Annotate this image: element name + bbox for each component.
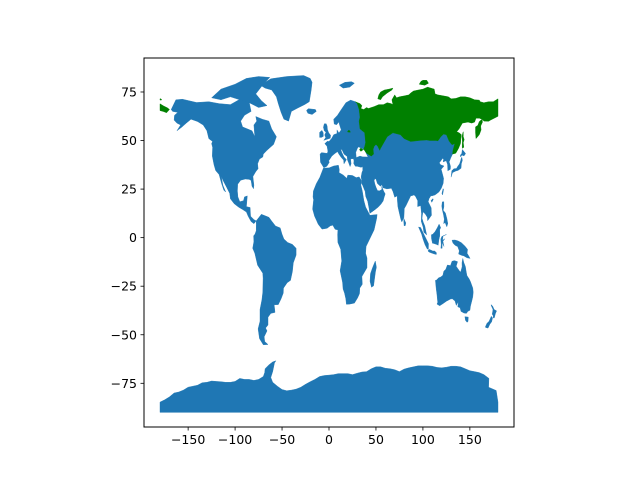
- region-sakhalin: [461, 131, 465, 149]
- region-hainan: [430, 198, 434, 203]
- y-tick-label: −75: [111, 376, 137, 391]
- region-sumatra: [418, 226, 429, 250]
- region-borneo: [431, 223, 441, 246]
- x-tick-label: 150: [458, 432, 482, 447]
- region-new-zealand-north: [490, 304, 497, 319]
- region-madagascar: [369, 260, 377, 288]
- x-tick-label: −100: [218, 432, 252, 447]
- region-svalbard: [339, 81, 355, 89]
- x-tick-label: −150: [171, 432, 205, 447]
- y-tick-label: 50: [121, 133, 137, 148]
- region-kaliningrad: [347, 129, 351, 133]
- region-ireland: [319, 130, 324, 138]
- region-taiwan: [441, 188, 444, 196]
- region-sri-lanka: [403, 218, 406, 227]
- region-new-zealand-south: [485, 316, 493, 329]
- region-hokkaido: [460, 149, 466, 158]
- x-tick-label: −50: [269, 432, 295, 447]
- region-japan: [450, 156, 463, 178]
- region-greenland: [260, 75, 313, 122]
- x-tick-label: 100: [411, 432, 435, 447]
- region-java: [427, 249, 437, 255]
- region-arabian-peninsula-channel: [369, 208, 376, 214]
- region-wrangel-island: [159, 98, 163, 101]
- region-iceland: [306, 108, 317, 115]
- region-philippines: [441, 201, 448, 228]
- y-tick-label: −25: [111, 279, 137, 294]
- region-chukotka-peninsula: [159, 103, 170, 114]
- region-crimea: [359, 147, 364, 152]
- y-tick-label: −50: [111, 327, 137, 342]
- region-tasmania: [464, 316, 469, 323]
- region-new-guinea: [451, 239, 471, 259]
- map-regions: [159, 75, 499, 413]
- x-tick-label: 50: [368, 432, 384, 447]
- region-africa: [312, 164, 378, 305]
- region-great-britain: [323, 123, 331, 141]
- region-severnaya-zemlya: [419, 80, 429, 86]
- y-tick-label: 25: [121, 182, 137, 197]
- region-north-america: [170, 98, 277, 224]
- x-tick-label: 0: [325, 432, 333, 447]
- region-australia: [435, 258, 474, 314]
- region-south-america: [252, 214, 297, 345]
- region-antarctica: [159, 360, 499, 413]
- y-tick-label: 0: [129, 230, 137, 245]
- y-tick-label: 75: [121, 84, 137, 99]
- region-sulawesi: [440, 234, 447, 249]
- region-russia: [355, 86, 499, 157]
- y-axis: 75 50 25 0 −25 −50 −75: [111, 84, 144, 391]
- region-novaya-zemlya: [377, 87, 394, 101]
- x-axis: −150 −100 −50 0 50 100 150: [171, 427, 482, 447]
- region-arctic-islands: [211, 76, 270, 108]
